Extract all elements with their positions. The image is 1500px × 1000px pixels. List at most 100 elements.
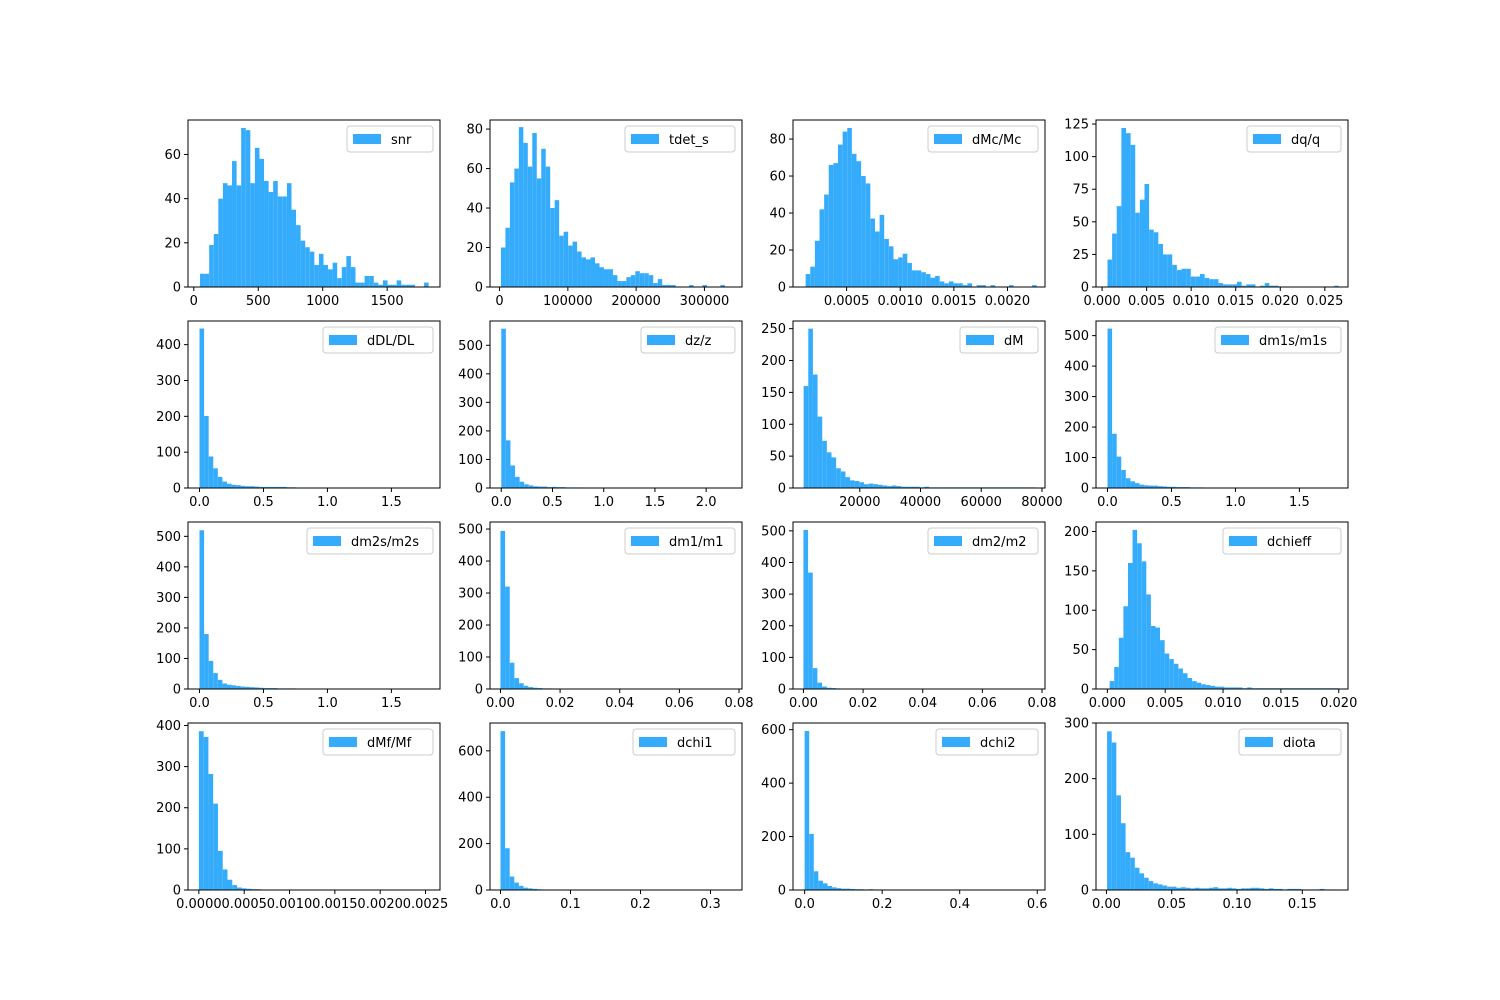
histogram-bar <box>845 477 851 488</box>
histogram-bar <box>847 127 852 287</box>
histogram-bar <box>822 440 827 488</box>
histogram-bar <box>208 774 214 890</box>
legend-swatch <box>631 134 659 144</box>
legend-swatch <box>313 536 341 546</box>
histogram-bar <box>1247 687 1252 689</box>
y-tick-label: 60 <box>164 148 181 163</box>
legend: dDL/DL <box>322 326 434 354</box>
histogram-bar <box>887 486 892 488</box>
histogram-bar <box>803 529 809 689</box>
histogram-bar <box>240 485 246 488</box>
histogram-bar <box>237 887 242 890</box>
y-tick-label: 500 <box>761 524 786 539</box>
subplot-dmc-mc: 0.0005 0.0010 0.0015 0.0020 0 20 40 60 80 dMc/Mc <box>769 119 1046 309</box>
y-tick-label: 0 <box>778 683 786 698</box>
y-tick-label: 0 <box>475 482 483 497</box>
legend-box <box>927 527 1039 555</box>
y-tick-label: 0 <box>1081 683 1089 698</box>
histogram-bar <box>948 281 954 287</box>
y-tick-label: 400 <box>761 777 786 792</box>
histogram-bar <box>509 182 515 287</box>
legend-box <box>1214 326 1342 354</box>
histogram-bar <box>217 850 223 890</box>
histogram-bar <box>1219 686 1225 689</box>
legend: dq/q <box>1246 125 1342 153</box>
histogram-bar <box>1125 478 1131 488</box>
histogram-bar <box>1231 888 1237 890</box>
legend-swatch <box>934 536 962 546</box>
histogram-bar <box>944 283 949 287</box>
histogram-bar <box>1149 229 1154 287</box>
histogram-bar <box>662 285 667 287</box>
histogram-bar <box>1201 684 1206 689</box>
histogram-bar <box>1158 243 1163 287</box>
histogram-bar <box>314 264 319 287</box>
histogram-bar <box>1227 284 1233 287</box>
x-tick-label: 0.5 <box>542 495 563 510</box>
y-tick-label: 100 <box>1064 150 1089 165</box>
x-tick-label: 0.020 <box>1320 696 1357 711</box>
y-tick-label: 200 <box>156 801 181 816</box>
y-tick-label: 400 <box>458 367 483 382</box>
y-tick-label: 0 <box>1081 884 1089 899</box>
histogram-bar <box>1273 888 1279 890</box>
legend: snr <box>346 125 434 153</box>
histogram-bar <box>268 486 273 488</box>
y-tick-label: 100 <box>156 652 181 667</box>
y-tick-label: 400 <box>761 556 786 571</box>
histogram-bar <box>981 285 986 287</box>
histogram-bar <box>882 485 888 488</box>
histogram-bar <box>1130 144 1136 287</box>
y-tick-label: 60 <box>466 162 483 177</box>
legend-label: dMc/Mc <box>972 133 1021 148</box>
histogram-bar <box>537 486 543 488</box>
histogram-bar <box>603 269 609 287</box>
x-tick-label: 0.0 <box>491 495 512 510</box>
histogram-bar <box>554 200 560 287</box>
histogram-bar <box>1130 857 1135 890</box>
histogram-bar <box>1032 285 1037 287</box>
histogram-bar <box>877 484 883 488</box>
histogram-bar <box>1273 285 1279 287</box>
y-tick-label: 20 <box>769 244 786 259</box>
legend-label: dm2s/m2s <box>351 535 419 550</box>
x-tick-label: 0.000 <box>1089 696 1126 711</box>
histogram-bar <box>911 270 917 287</box>
legend-label: dchi1 <box>677 736 713 751</box>
x-tick-label: 0.00 <box>486 696 515 711</box>
x-tick-label: 0.0010 <box>877 294 923 309</box>
histogram-bar <box>1245 888 1251 890</box>
histogram-bar <box>528 687 533 689</box>
x-tick-label: 0.0 <box>189 495 210 510</box>
subplot-diota: 0.00 0.05 0.10 0.15 0 100 200 300 diota <box>1064 717 1349 912</box>
histogram-bar <box>1172 264 1177 287</box>
legend-box <box>640 326 736 354</box>
axes-frame <box>489 722 743 891</box>
x-tick-label: 0.0010 <box>267 897 313 912</box>
y-tick-label: 200 <box>156 621 181 636</box>
histogram-bar <box>854 480 860 488</box>
histogram-bar <box>410 284 415 287</box>
histogram-bar <box>635 271 640 287</box>
histogram-bar <box>720 285 725 287</box>
histogram-bar <box>323 264 329 287</box>
x-tick-label: 0.6 <box>1027 897 1048 912</box>
y-tick-label: 100 <box>156 842 181 857</box>
histogram-bar <box>1209 279 1214 287</box>
histogram-bar <box>836 888 842 890</box>
histogram-bar <box>245 486 250 488</box>
histogram-bar <box>1153 883 1158 890</box>
x-tick-label: 1.0 <box>1225 495 1246 510</box>
axes-frame <box>792 119 1046 288</box>
histogram-bar <box>1204 888 1209 890</box>
histogram-bar <box>568 245 573 287</box>
legend-label: dMf/Mf <box>367 736 412 751</box>
histogram-bar <box>401 284 406 287</box>
subplot-tdet-s: 0 100000 200000 300000 0 20 40 60 80 tdet_s <box>466 119 743 309</box>
histogram-bar <box>392 284 397 287</box>
x-tick-label: 1.5 <box>645 495 666 510</box>
x-tick-label: 0 <box>495 294 503 309</box>
y-tick-label: 0 <box>173 683 181 698</box>
histogram-bar <box>550 208 555 287</box>
x-tick-label: 0.5 <box>1161 495 1182 510</box>
